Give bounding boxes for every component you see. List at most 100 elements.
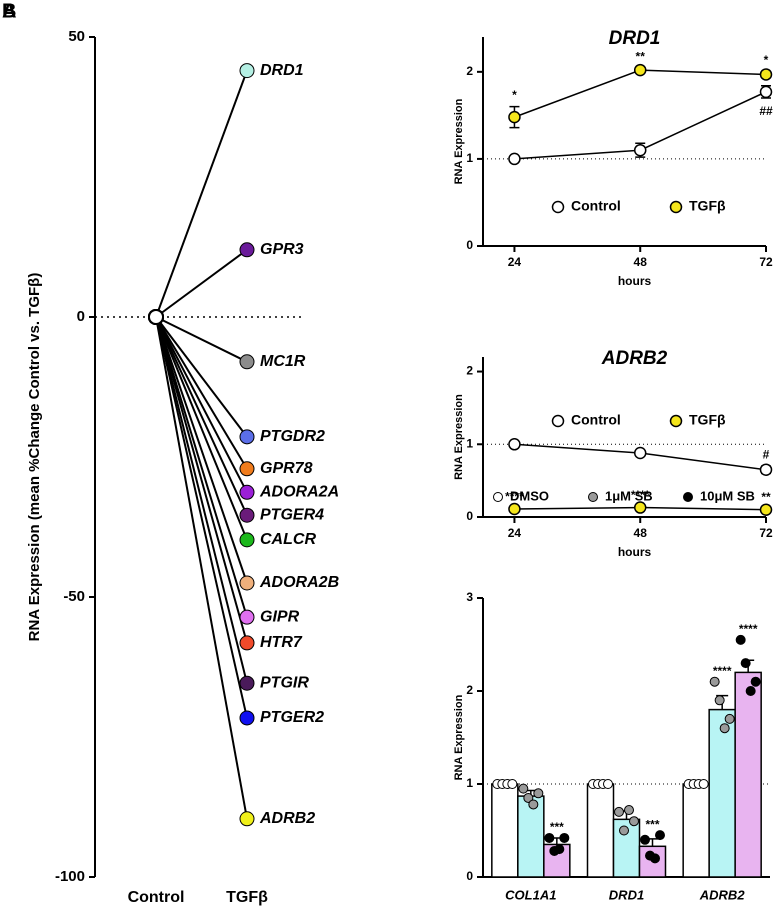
x-tick-label: 48 [634, 255, 648, 269]
y-axis-label: RNA Expression [453, 98, 465, 184]
y-tick-label: 50 [68, 28, 85, 45]
point [239, 242, 255, 258]
data-point [559, 832, 570, 843]
data-point [719, 723, 730, 734]
point [508, 110, 521, 124]
control-point [148, 309, 164, 325]
x-tick-label: 72 [759, 255, 773, 269]
x-tick-label: 72 [759, 526, 773, 540]
y-axis-label: RNA Expression [453, 694, 465, 780]
point [239, 63, 255, 79]
point [759, 85, 773, 99]
data-point [603, 779, 613, 789]
gene-label: ADORA2B [259, 574, 339, 591]
gene-label: GIPR [260, 608, 300, 625]
gene-label: CALCR [260, 531, 316, 548]
point [508, 438, 521, 451]
data-point [655, 830, 665, 841]
data-point [507, 779, 518, 789]
data-point [528, 799, 539, 810]
gene-label: DRD1 [260, 62, 304, 79]
annotation: ## [759, 104, 773, 118]
x-tick-label: 24 [508, 526, 522, 540]
point [633, 143, 647, 157]
panel-label: A [2, 0, 16, 22]
legend-marker [669, 200, 683, 214]
data-point [750, 676, 761, 687]
y-axis-label: RNA Expression (mean %Change Control vs.… [26, 273, 43, 642]
point [239, 532, 255, 548]
legend-label: TGFβ [689, 198, 726, 214]
data-point [629, 816, 639, 827]
y-tick-label: 2 [466, 683, 473, 697]
y-tick-label: 2 [466, 364, 473, 378]
slope-line [155, 316, 248, 584]
data-point [735, 634, 746, 645]
point [239, 635, 255, 651]
y-tick-label: 0 [466, 238, 473, 252]
gene-label: HTR7 [260, 634, 303, 651]
y-tick-label: 1 [466, 776, 473, 790]
annotation: *** [550, 820, 564, 834]
point [508, 152, 521, 166]
data-point [544, 832, 555, 843]
point [239, 710, 255, 726]
slope-line [155, 70, 248, 318]
legend-label: Control [571, 412, 621, 428]
point [239, 484, 255, 500]
annotation: *** [645, 817, 659, 831]
x-tick-label: COL1A1 [505, 887, 556, 902]
x-axis-label: hours [618, 545, 652, 559]
annotation: # [763, 447, 770, 461]
slope-line [155, 316, 248, 684]
point [759, 463, 773, 476]
y-tick-label: -50 [63, 588, 85, 605]
gene-label: PTGDR2 [260, 428, 325, 445]
data-point [518, 783, 529, 794]
data-point [533, 788, 544, 799]
bar [734, 671, 762, 878]
slope-line [155, 316, 248, 819]
slope-line [155, 316, 248, 618]
legend-label: DMSO [510, 488, 549, 503]
slope-line [155, 316, 248, 470]
gene-label: GPR78 [260, 460, 313, 477]
y-tick-label: 0 [77, 308, 85, 325]
point [508, 502, 521, 516]
data-point [624, 805, 634, 816]
slope-line [155, 316, 248, 493]
y-tick-label: -100 [55, 868, 85, 885]
y-tick-label: 1 [466, 436, 473, 450]
data-point [554, 844, 565, 855]
gene-label: ADORA2A [259, 483, 339, 500]
y-tick-label: 0 [466, 869, 473, 883]
bar [682, 783, 710, 878]
slope-line [155, 316, 248, 438]
gene-label: ADRB2 [259, 810, 315, 827]
annotation: * [764, 53, 769, 67]
data-point [740, 658, 751, 669]
x-tick-label: TGFβ [226, 889, 268, 906]
slope-line [155, 316, 248, 644]
point [759, 503, 773, 516]
data-point [523, 792, 534, 803]
legend-marker [551, 414, 565, 428]
legend-marker [588, 492, 598, 502]
point [239, 354, 255, 370]
point [633, 63, 647, 77]
x-tick-label: Control [128, 889, 185, 906]
annotation: **** [739, 622, 758, 636]
point [633, 501, 647, 514]
y-tick-label: 1 [466, 151, 473, 165]
annotation: ** [761, 490, 771, 504]
data-point [698, 779, 709, 789]
slope-line [155, 316, 248, 363]
slope-line [155, 316, 248, 516]
legend-marker [669, 414, 683, 428]
annotation: * [512, 88, 517, 102]
legend-label: Control [571, 198, 621, 214]
point [239, 811, 255, 827]
annotation: **** [713, 664, 732, 678]
data-point [614, 806, 624, 817]
y-tick-label: 2 [466, 64, 473, 78]
